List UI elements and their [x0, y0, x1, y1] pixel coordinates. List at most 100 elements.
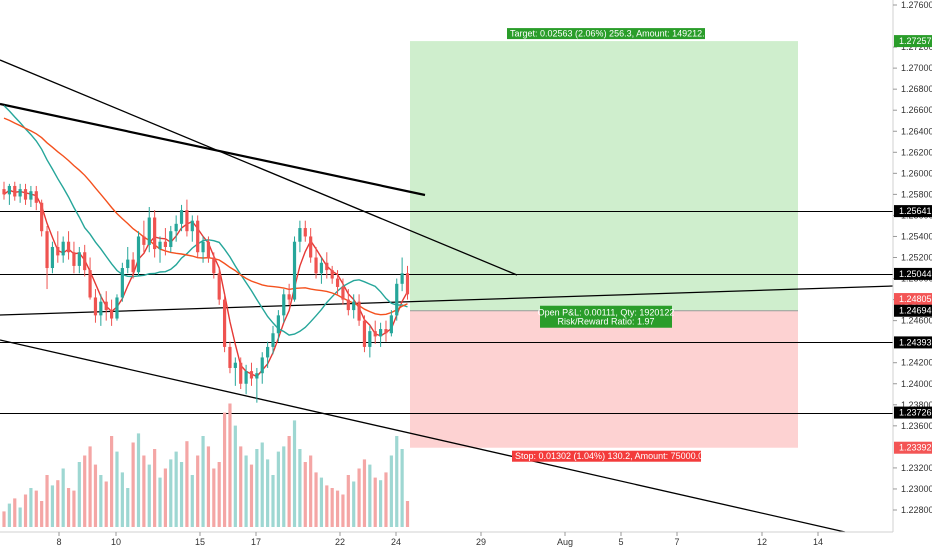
candle-body: [93, 297, 98, 316]
price-tick-label: 1.25800: [901, 189, 932, 199]
candle-body: [212, 257, 216, 274]
price-tick-label: 1.22800: [901, 505, 932, 515]
candle: [368, 325, 372, 358]
volume-bar: [179, 462, 184, 527]
price-tag: 1.25044: [894, 267, 932, 280]
candle-body: [325, 262, 329, 271]
volume-bar: [169, 459, 173, 527]
candle: [222, 294, 227, 353]
volume-bar: [120, 472, 124, 527]
candle-body: [249, 371, 254, 379]
volume-bar: [72, 490, 76, 527]
volume-bar: [244, 455, 248, 527]
candle-body: [222, 299, 227, 347]
volume-bar: [77, 462, 81, 527]
candle-body: [282, 294, 286, 316]
candle-body: [368, 331, 372, 347]
price-tag: 1.27257: [894, 35, 932, 48]
volume-bar: [158, 477, 162, 527]
volume-bar: [292, 420, 297, 527]
candle-body: [104, 301, 108, 311]
volume-bar: [298, 449, 302, 527]
volume-bar: [110, 436, 114, 527]
price-tag-bg: [894, 406, 932, 419]
price-tick-label: 1.26200: [901, 147, 932, 157]
target-zone-fill[interactable]: [410, 41, 798, 311]
candle: [7, 183, 11, 205]
candle: [384, 320, 388, 342]
descending-trendline-upper[interactable]: [0, 59, 518, 276]
pnl-label-text: Open P&L: 0.00111, Qty: 1920122: [538, 308, 675, 318]
volume-bar: [346, 475, 350, 527]
date-tick-label: 17: [251, 537, 261, 547]
descending-trendline-lower[interactable]: [0, 339, 846, 533]
candle: [13, 181, 17, 201]
price-tick-label: 1.25200: [901, 253, 932, 263]
volume-bar: [217, 462, 221, 527]
candle-body: [379, 329, 383, 337]
candle-body: [110, 310, 114, 319]
candle-body: [126, 259, 130, 269]
candle-body: [136, 236, 141, 273]
rising-trendline[interactable]: [0, 285, 894, 316]
candle: [142, 220, 146, 253]
candle-body: [7, 185, 11, 195]
stop-label-text: Stop: 0.01302 (1.04%) 130.2, Amount: 750…: [515, 451, 708, 461]
pnl-label: Open P&L: 0.00111, Qty: 1920122 Risk/Rew…: [538, 305, 675, 328]
candle-body: [50, 246, 55, 269]
candle-body: [23, 189, 28, 200]
volume-bar: [335, 490, 340, 527]
candle-body: [2, 189, 6, 195]
volume-bar: [405, 501, 410, 527]
volume-bar: [276, 451, 280, 527]
candle: [362, 315, 367, 353]
volume-bar: [45, 475, 49, 527]
candle-body: [153, 217, 157, 250]
candle-body: [190, 220, 194, 232]
stop-zone-fill[interactable]: [410, 310, 798, 448]
date-axis[interactable]: 8 10 15 17 22 24 29 Aug 5 7 12 14: [0, 531, 893, 547]
volume-bar: [40, 501, 44, 527]
volume-bar: [400, 449, 404, 527]
candle: [395, 278, 399, 321]
target-label-text: Target: 0.02563 (2.06%) 256.3, Amount: 1…: [510, 29, 715, 39]
trendlines[interactable]: [0, 59, 894, 533]
candle-body: [362, 320, 367, 347]
price-tag: 1.24393: [894, 336, 932, 349]
volume-bar: [174, 451, 178, 527]
date-tick-label: 12: [757, 537, 767, 547]
candle: [400, 257, 404, 292]
volume-bar: [309, 455, 313, 527]
candle: [115, 294, 119, 321]
price-tag: 1.23392: [894, 441, 932, 454]
volume-bar: [126, 488, 130, 527]
slow-moving-average-line[interactable]: [0, 102, 426, 197]
candle-body: [400, 273, 404, 284]
candle: [77, 246, 81, 274]
volume-bars: [2, 403, 410, 527]
price-tag: 1.24694: [894, 304, 932, 317]
candle: [72, 241, 76, 274]
candle: [179, 204, 184, 232]
price-tag-text: 1.24805: [899, 294, 932, 304]
volume-bar: [330, 488, 334, 527]
volume-bar: [142, 455, 146, 527]
volume-bar: [319, 477, 324, 527]
date-tick-label: Aug: [557, 537, 573, 547]
candle-body: [29, 191, 33, 200]
candle-body: [18, 189, 22, 197]
candles: [2, 181, 410, 403]
candle-body: [373, 331, 377, 337]
target-zone[interactable]: [410, 41, 798, 448]
volume-bar: [206, 446, 211, 527]
date-tick-label: 22: [335, 537, 345, 547]
volume-bar: [185, 441, 189, 527]
candle-body: [45, 231, 49, 269]
candle: [266, 341, 270, 368]
candle: [239, 357, 243, 390]
candle: [228, 341, 232, 374]
volume-bar: [196, 455, 200, 527]
candle: [23, 183, 28, 205]
candle-body: [346, 299, 350, 311]
